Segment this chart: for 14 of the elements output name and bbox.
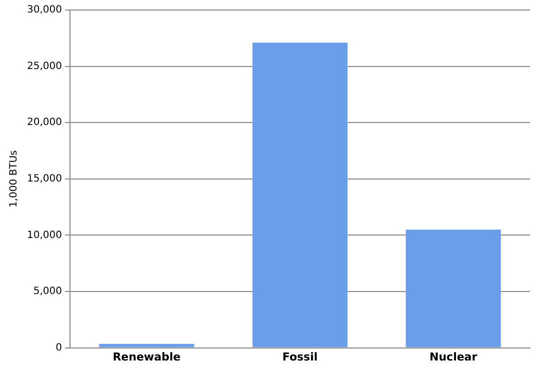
bar xyxy=(252,42,348,348)
y-tick-label: 0 xyxy=(56,342,62,354)
y-tick-label: 15,000 xyxy=(26,173,62,184)
x-tick-label: Renewable xyxy=(112,350,181,364)
y-tick-label: 10,000 xyxy=(26,230,62,241)
y-tick-label: 5,000 xyxy=(33,286,62,298)
x-tick-label: Fossil xyxy=(282,350,318,364)
y-tick-label: 20,000 xyxy=(26,117,62,128)
bar xyxy=(99,344,194,348)
y-axis-title: 1,000 BTUs xyxy=(8,150,20,208)
bar xyxy=(406,230,501,348)
y-tick-label: 30,000 xyxy=(26,4,62,16)
y-tick-label: 25,000 xyxy=(26,60,62,72)
x-tick-label: Nuclear xyxy=(430,350,478,364)
